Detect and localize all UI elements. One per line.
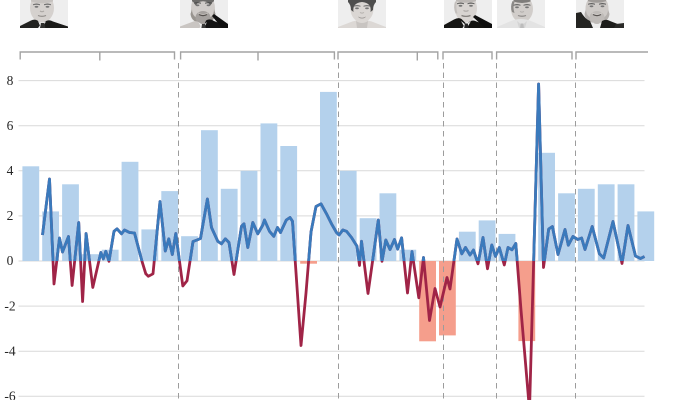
svg-text:-6: -6	[4, 389, 15, 400]
svg-text:-4: -4	[4, 343, 15, 358]
svg-text:2: 2	[7, 208, 14, 223]
svg-text:4: 4	[7, 163, 14, 178]
svg-text:8: 8	[7, 73, 14, 88]
svg-text:6: 6	[7, 118, 14, 133]
svg-text:0: 0	[7, 253, 14, 268]
svg-text:-2: -2	[4, 298, 15, 313]
